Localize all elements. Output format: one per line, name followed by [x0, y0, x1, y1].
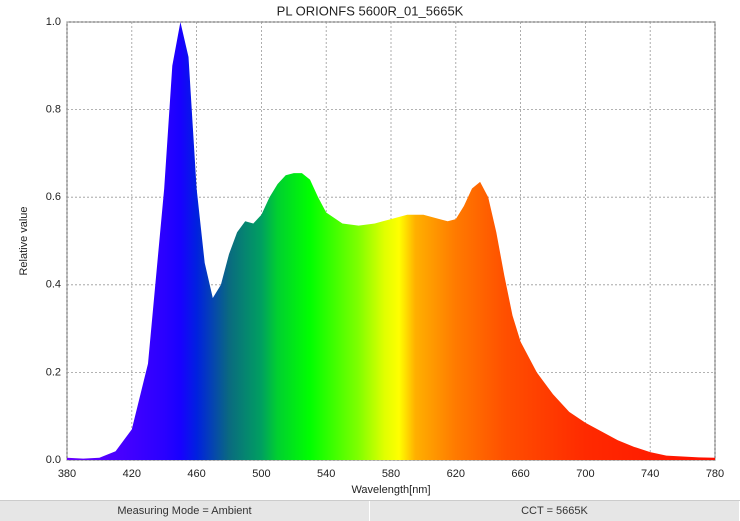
x-tick-label: 700 — [576, 468, 594, 480]
cct: CCT = 5665K — [370, 501, 740, 521]
chart: PL ORIONFS 5600R_01_5665K Wavelength[nm]… — [18, 3, 724, 496]
y-tick-label: 0.4 — [46, 279, 61, 291]
x-tick-label: 420 — [123, 468, 141, 480]
y-tick-label: 1.0 — [46, 16, 61, 28]
x-tick-label: 500 — [252, 468, 270, 480]
status-bar: Measuring Mode = Ambient CCT = 5665K — [0, 500, 740, 521]
x-tick-label: 780 — [706, 468, 724, 480]
y-tick-label: 0.6 — [46, 191, 61, 203]
y-tick-label: 0.2 — [46, 366, 61, 378]
x-axis-label: Wavelength[nm] — [351, 484, 430, 496]
x-tick-label: 380 — [58, 468, 76, 480]
x-tick-label: 660 — [511, 468, 529, 480]
x-tick-label: 620 — [447, 468, 465, 480]
y-axis-label: Relative value — [18, 206, 30, 275]
spectrum-area — [67, 22, 715, 460]
measuring-mode: Measuring Mode = Ambient — [0, 501, 370, 521]
x-tick-label: 740 — [641, 468, 659, 480]
y-tick-label: 0.0 — [46, 454, 61, 466]
x-tick-label: 580 — [382, 468, 400, 480]
x-tick-label: 460 — [187, 468, 205, 480]
y-tick-label: 0.8 — [46, 104, 61, 116]
chart-title: PL ORIONFS 5600R_01_5665K — [277, 3, 464, 18]
x-tick-label: 540 — [317, 468, 335, 480]
